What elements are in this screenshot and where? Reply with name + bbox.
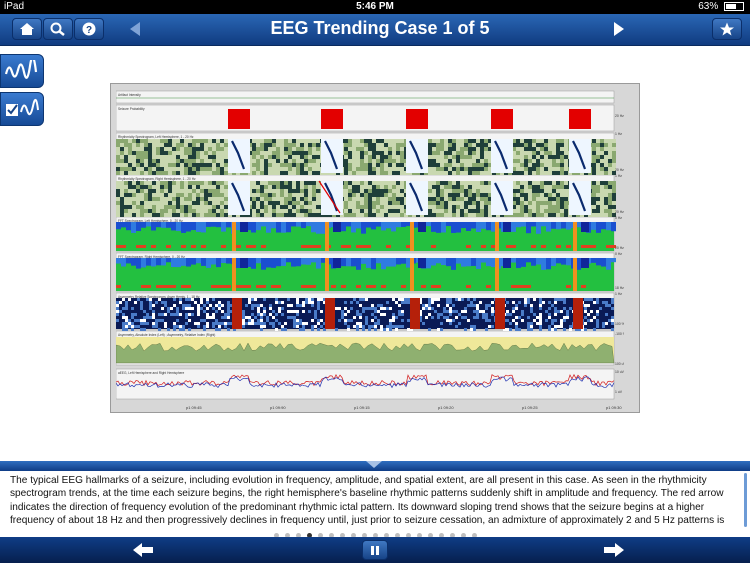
battery-icon — [724, 1, 744, 11]
time-tick-label: p1 09:30 — [606, 405, 622, 410]
time-tick-label: p1 09:45 — [186, 405, 202, 410]
page-dot[interactable] — [361, 533, 367, 538]
page-dot[interactable] — [471, 533, 477, 538]
page-dot[interactable] — [460, 533, 466, 538]
time-tick-label: p1 09:20 — [438, 405, 454, 410]
page-dot[interactable] — [273, 533, 279, 538]
page-dot[interactable] — [427, 533, 433, 538]
battery-percent: 63% — [698, 1, 719, 12]
star-icon — [720, 22, 734, 36]
scale-label: 10 uV — [615, 370, 624, 374]
waveform-tool-button[interactable] — [0, 54, 44, 88]
home-icon — [20, 23, 34, 35]
checklist-tool-button[interactable] — [0, 92, 44, 126]
page-dot[interactable] — [350, 533, 356, 538]
time-axis: p1 09:45 p1 09:90 p1 09:15 p1 09:20 p1 09:25… — [186, 405, 622, 410]
clock: 5:46 PM — [356, 1, 394, 12]
caption-scrollbar[interactable] — [744, 473, 747, 527]
forward-arrow-icon[interactable] — [604, 543, 624, 557]
scale-label: 100 uV — [615, 362, 624, 366]
scale-label: 0 Hz — [615, 216, 622, 220]
time-tick-label: p1 09:15 — [354, 405, 370, 410]
bottom-toolbar — [0, 537, 750, 563]
scale-label: 20 Hz — [615, 114, 624, 118]
scale-label: 1 Hz — [615, 292, 622, 296]
scale-label: 20 Hz — [615, 210, 624, 214]
page-dot[interactable] — [394, 533, 400, 538]
status-bar: iPad 5:46 PM 63% — [0, 0, 750, 14]
panel-label: FFT Spectrogram, Left Hemisphere, 0 - 20… — [118, 219, 183, 223]
panel-label: Asymmetry, Absolute Index (Left) ; Asymm… — [118, 333, 215, 337]
panel-label: Seizure Probability — [118, 107, 145, 111]
scale-label: 20 Hz — [615, 246, 624, 250]
battery-indicator: 63% — [698, 1, 744, 12]
page-title: EEG Trending Case 1 of 5 — [270, 18, 490, 38]
page-dot[interactable] — [284, 533, 290, 538]
home-button[interactable] — [12, 18, 42, 40]
scale-label: 20 Hz — [615, 168, 624, 172]
help-icon: ? — [82, 22, 96, 36]
page-dot[interactable] — [383, 533, 389, 538]
scale-label: 18 Hz — [615, 286, 624, 290]
page-dot[interactable] — [295, 533, 301, 538]
page-dot[interactable] — [438, 533, 444, 538]
scale-label: -100 % — [615, 332, 624, 336]
help-button[interactable]: ? — [74, 18, 104, 40]
scale-label: 100 % — [615, 322, 624, 326]
panel-label: Asymmetry Relative Spectrogram, Asym Hem… — [118, 295, 200, 299]
page-dot[interactable] — [372, 533, 378, 538]
case-description-text: The typical EEG hallmarks of a seizure, … — [10, 475, 725, 527]
search-icon — [50, 22, 65, 36]
panel-label: Rhythmicity Spectrogram, Left Hemisphere… — [118, 135, 194, 139]
scale-label: 1 Hz — [615, 174, 622, 178]
search-button[interactable] — [43, 18, 73, 40]
time-tick-label: p1 09:25 — [522, 405, 538, 410]
page-dot[interactable] — [328, 533, 334, 538]
previous-case-arrow[interactable] — [130, 22, 140, 36]
panel-label: Artifact Intensity — [118, 93, 141, 97]
page-dot[interactable] — [416, 533, 422, 538]
device-label: iPad — [4, 1, 25, 12]
scale-label: 0 Hz — [615, 252, 622, 256]
next-case-arrow[interactable] — [614, 22, 624, 36]
panel-label: aEEG, Left Hemisphere and Right Hemisphe… — [118, 371, 184, 375]
panel-label: Rhythmicity Spectrogram, Right Hemispher… — [118, 177, 196, 181]
page-dot[interactable] — [317, 533, 323, 538]
eeg-trend-plot: Artifact Intensity Seizure Probability Rhy… — [116, 90, 624, 400]
nav-bar: ? EEG Trending Case 1 of 5 — [0, 14, 750, 46]
svg-text:?: ? — [86, 25, 92, 36]
waveform-icon — [5, 60, 38, 79]
favorite-button[interactable] — [712, 18, 742, 40]
back-arrow-icon[interactable] — [133, 543, 153, 557]
case-description[interactable]: The typical EEG hallmarks of a seizure, … — [0, 471, 750, 528]
page-indicator — [0, 527, 750, 538]
checklist-waveform-icon — [6, 99, 39, 116]
caption-collapse-toggle[interactable] — [366, 461, 382, 468]
page-dot[interactable] — [449, 533, 455, 538]
pause-button[interactable] — [362, 540, 388, 560]
time-tick-label: p1 09:90 — [270, 405, 286, 410]
page-dot[interactable] — [405, 533, 411, 538]
page-dot[interactable] — [339, 533, 345, 538]
panel-label: FFT Spectrogram, Right Hemisphere, 0 - 2… — [118, 255, 185, 259]
scale-label: 1 Hz — [615, 132, 622, 136]
scale-label: 1 uV — [615, 390, 623, 394]
page-dot[interactable] — [306, 533, 312, 538]
